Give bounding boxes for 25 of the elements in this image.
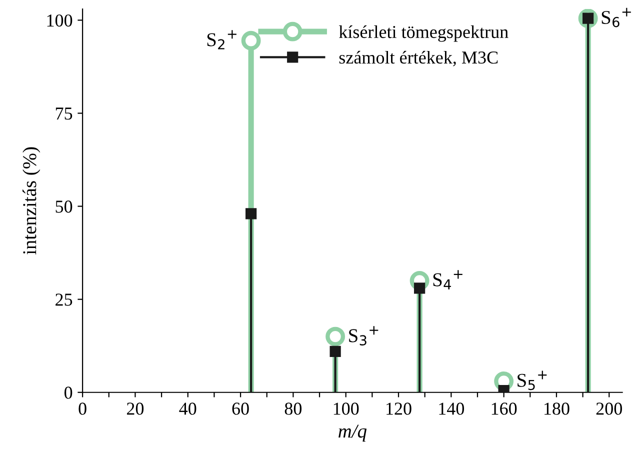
annotation: S$_{5}$$^{+}$: [518, 370, 547, 390]
y-tick-label: 0: [64, 386, 72, 399]
legend-label: kísérleti tömegspektrun: [338, 25, 508, 42]
x-tick-label: 60: [232, 402, 249, 415]
annotation: S$_{3}$$^{+}$: [349, 326, 378, 346]
x-axis-title: m/q: [338, 424, 367, 442]
annotation: S$_{4}$$^{+}$: [433, 270, 462, 290]
x-tick-label: 200: [596, 402, 622, 415]
x-tick-label: 160: [492, 402, 517, 415]
annotation: S$_{2}$$^{+}$: [207, 30, 236, 50]
x-tick-label: 100: [334, 402, 359, 415]
annotation: S$_{6}$$^{+}$: [602, 8, 631, 28]
y-tick-label: 75: [56, 108, 72, 120]
x-tick-label: 80: [284, 402, 302, 415]
legend-label: számolt értékek, M3C: [339, 50, 498, 66]
y-tick-label: 25: [56, 294, 72, 306]
y-tick-label: 50: [56, 200, 72, 213]
y-tick-label: 100: [47, 14, 72, 27]
x-tick-label: 180: [544, 402, 570, 415]
x-tick-label: 0: [78, 402, 86, 415]
y-axis-title: intenzitás (%): [22, 147, 40, 255]
x-tick-label: 40: [179, 402, 196, 415]
x-tick-label: 120: [386, 402, 412, 415]
x-tick-label: 140: [439, 402, 464, 415]
x-tick-label: 20: [126, 402, 144, 415]
